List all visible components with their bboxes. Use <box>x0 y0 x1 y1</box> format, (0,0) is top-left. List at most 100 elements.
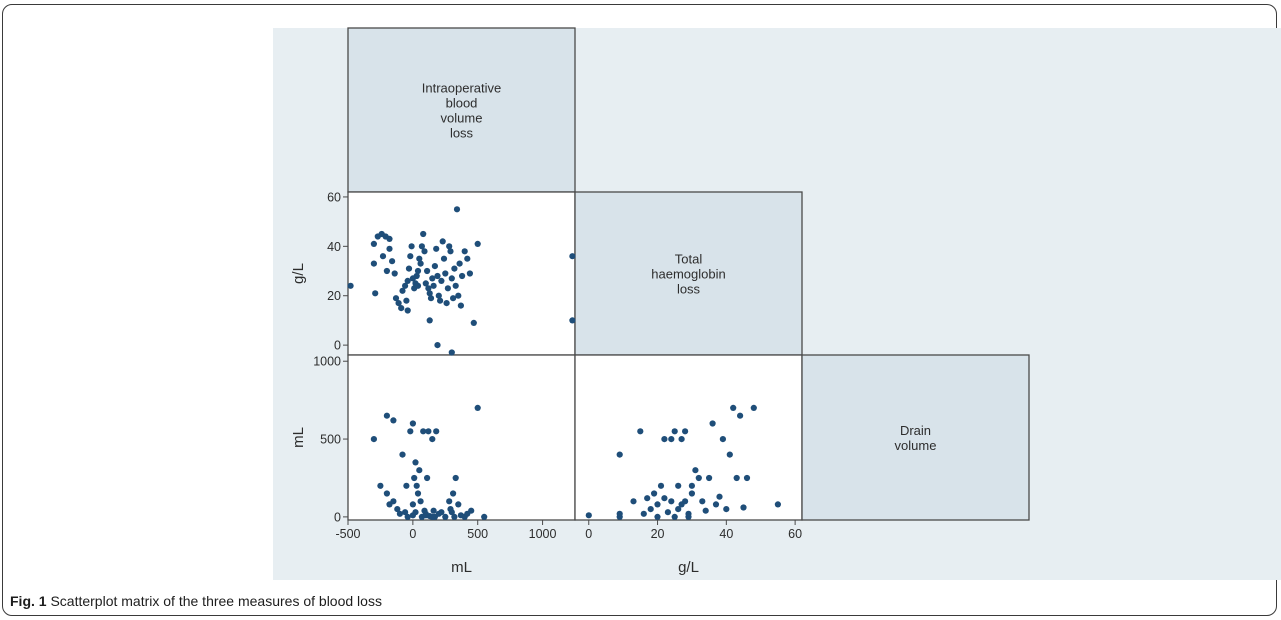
data-point-drain-vs-hb <box>719 436 727 443</box>
data-point-hb-vs-intraop <box>372 290 379 297</box>
data-point-drain-vs-intraop <box>433 428 440 435</box>
data-point-hb-vs-intraop <box>474 240 481 247</box>
data-point-drain-vs-hb <box>671 428 678 435</box>
data-point-hb-vs-intraop <box>434 272 441 280</box>
data-point-drain-vs-hb <box>733 474 740 482</box>
data-point-drain-vs-hb <box>730 404 737 411</box>
data-point-drain-vs-hb <box>654 501 661 508</box>
x-tick-label-hb: 40 <box>719 527 733 541</box>
data-point-drain-vs-intraop <box>383 490 390 497</box>
data-point-drain-vs-hb <box>671 513 678 521</box>
data-point-hb-vs-intraop <box>442 270 449 277</box>
data-point-hb-vs-intraop <box>426 317 433 324</box>
data-point-drain-vs-intraop <box>394 506 401 513</box>
data-point-drain-vs-intraop <box>430 507 437 514</box>
data-point-hb-vs-intraop <box>435 292 442 299</box>
data-point-drain-vs-intraop <box>438 509 445 516</box>
data-point-hb-vs-intraop <box>404 307 411 314</box>
data-point-hb-vs-intraop <box>404 277 411 284</box>
data-point-drain-vs-hb <box>630 498 637 505</box>
data-point-drain-vs-hb <box>616 451 623 458</box>
data-point-drain-vs-hb <box>678 436 685 443</box>
data-point-hb-vs-intraop <box>455 292 462 299</box>
data-point-drain-vs-intraop <box>377 482 384 489</box>
data-point-drain-vs-hb <box>675 482 682 489</box>
data-point-drain-vs-intraop <box>481 513 488 521</box>
data-point-drain-vs-intraop <box>429 436 436 443</box>
data-point-drain-vs-intraop <box>448 509 455 516</box>
data-point-drain-vs-intraop <box>422 512 429 519</box>
variable-label-drain: volume <box>895 438 937 453</box>
data-point-drain-vs-hb <box>664 509 672 516</box>
data-point-hb-vs-intraop <box>347 282 354 289</box>
x-tick-label-intraop: 0 <box>409 527 416 541</box>
y-tick-label-drain: 1000 <box>313 355 341 369</box>
y-axis-title-bottom: mL <box>290 427 307 448</box>
data-point-drain-vs-hb <box>702 507 709 514</box>
data-point-drain-vs-hb <box>699 498 706 505</box>
data-point-hb-vs-intraop <box>420 230 427 238</box>
variable-label-intraop: blood <box>446 96 478 111</box>
data-point-drain-vs-intraop <box>452 474 459 482</box>
data-point-drain-vs-hb <box>675 506 682 513</box>
data-point-drain-vs-intraop <box>416 467 423 474</box>
x-tick-label-hb: 60 <box>788 527 802 541</box>
data-point-hb-vs-intraop <box>370 260 377 267</box>
data-point-hb-vs-intraop <box>427 295 435 302</box>
data-point-hb-vs-intraop <box>416 255 423 262</box>
variable-label-intraop: loss <box>450 126 474 141</box>
data-point-drain-vs-intraop <box>383 412 390 419</box>
data-point-hb-vs-intraop <box>414 267 422 275</box>
data-point-drain-vs-hb <box>661 436 668 443</box>
y-tick-label-hb: 40 <box>327 240 341 254</box>
data-point-hb-vs-intraop <box>438 277 445 284</box>
data-point-hb-vs-intraop <box>448 349 455 356</box>
data-point-drain-vs-hb <box>737 412 744 419</box>
x-tick-label-hb: 0 <box>585 527 592 541</box>
data-point-hb-vs-intraop <box>389 258 396 265</box>
data-point-drain-vs-intraop <box>370 436 377 443</box>
data-point-hb-vs-intraop <box>461 248 468 255</box>
variable-label-intraop: Intraoperative <box>422 81 502 96</box>
data-point-hb-vs-intraop <box>569 253 576 260</box>
data-point-hb-vs-intraop <box>383 267 390 275</box>
data-point-hb-vs-intraop <box>450 295 457 302</box>
data-point-hb-vs-intraop <box>422 280 429 287</box>
data-point-drain-vs-hb <box>647 506 654 513</box>
data-point-drain-vs-intraop <box>468 507 475 514</box>
x-axis-title-left: mL <box>451 559 472 576</box>
y-tick-label-drain: 0 <box>334 510 341 524</box>
data-point-drain-vs-hb <box>726 451 733 458</box>
data-point-drain-vs-intraop <box>411 474 418 482</box>
data-point-drain-vs-intraop <box>442 513 449 521</box>
diagonal-panel-drain <box>801 354 1030 521</box>
data-point-drain-vs-hb <box>585 512 592 519</box>
x-tick-label-hb: 20 <box>651 527 665 541</box>
data-point-drain-vs-intraop <box>420 428 427 435</box>
data-point-hb-vs-intraop <box>447 248 454 255</box>
data-point-drain-vs-intraop <box>396 510 403 517</box>
diagonal-panel-hb <box>574 191 803 356</box>
data-point-drain-vs-hb <box>637 428 644 435</box>
variable-label-drain: Drain <box>900 423 931 438</box>
data-point-drain-vs-hb <box>688 482 696 489</box>
data-point-hb-vs-intraop <box>413 272 420 280</box>
data-point-drain-vs-intraop <box>451 513 458 521</box>
data-point-drain-vs-hb <box>640 510 647 517</box>
data-point-drain-vs-intraop <box>425 428 432 435</box>
data-point-hb-vs-intraop <box>424 267 431 275</box>
data-point-drain-vs-hb <box>651 490 658 497</box>
y-tick-label-drain: 500 <box>320 433 341 447</box>
variable-label-hb: Total <box>675 252 703 267</box>
data-point-drain-vs-intraop <box>407 428 414 435</box>
caption-text: Scatterplot matrix of the three measures… <box>50 593 382 609</box>
data-point-drain-vs-hb <box>692 467 699 474</box>
data-point-hb-vs-intraop <box>452 282 459 289</box>
x-tick-label-intraop: 1000 <box>529 527 557 541</box>
scatter-panel-r2c0 <box>347 354 576 521</box>
data-point-drain-vs-intraop <box>402 509 409 516</box>
data-point-drain-vs-hb <box>688 490 696 497</box>
data-point-drain-vs-hb <box>709 420 716 427</box>
y-axis-title-top: g/L <box>290 263 307 284</box>
data-point-hb-vs-intraop <box>395 300 402 307</box>
